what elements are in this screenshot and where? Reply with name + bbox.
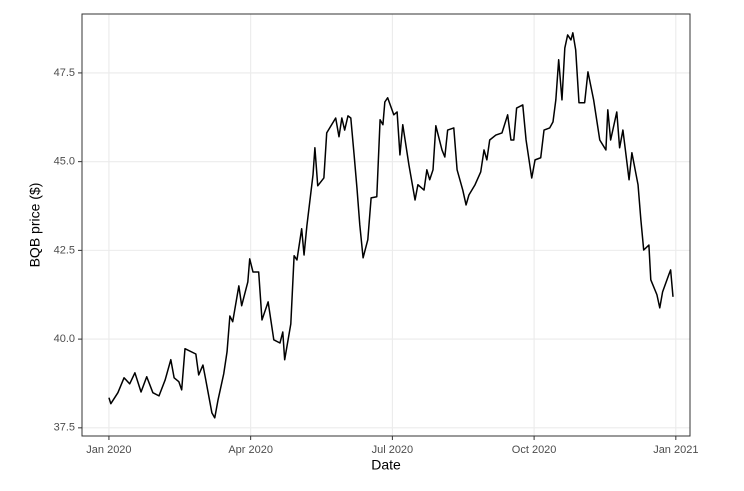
y-tick-label: 45.0 (54, 156, 75, 168)
plot-border (81, 13, 691, 437)
y-axis-title: BQB price ($) (27, 183, 43, 268)
x-tick-label: Jan 2021 (653, 444, 698, 456)
y-tick-label: 37.5 (54, 422, 75, 434)
y-tick-label: 40.0 (54, 333, 75, 345)
y-tick-label: 42.5 (54, 244, 75, 256)
price-line (108, 32, 674, 419)
x-tick-label: Oct 2020 (512, 444, 557, 456)
x-axis-title: Date (371, 457, 401, 473)
x-tick-label: Jul 2020 (372, 444, 414, 456)
x-tick-label: Apr 2020 (228, 444, 273, 456)
x-tick-label: Jan 2020 (86, 444, 131, 456)
y-tick-label: 47.5 (54, 67, 75, 79)
